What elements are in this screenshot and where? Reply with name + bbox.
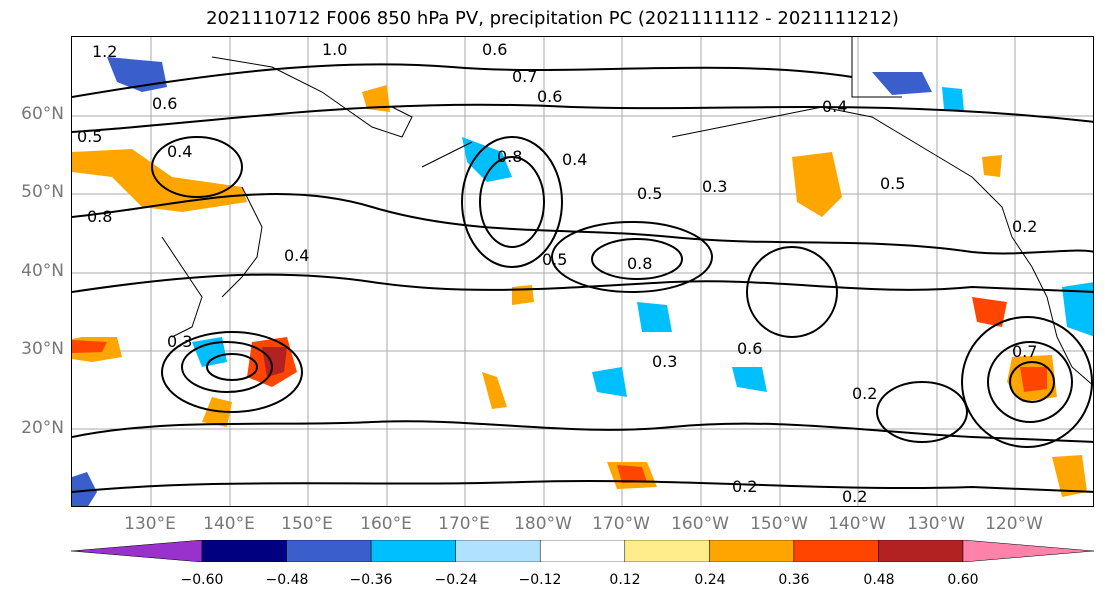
lon-label-140w: 140°W [828,514,886,534]
colorbar-tick: −0.48 [265,572,309,588]
colorbar-segment [370,540,456,562]
contour-label-06d: 0.6 [737,339,762,358]
contour-label-02b: 0.2 [732,477,757,496]
lon-label-160e: 160°E [360,514,412,534]
contour-label-05c: 0.5 [637,184,662,203]
lon-label-180w: 180°W [514,514,572,534]
colorbar-segment [455,540,541,562]
contour-labels: 1.2 1.0 0.6 0.6 0.6 0.8 0.8 0.8 0.7 0.7 … [77,40,1037,506]
colorbar-tick: 0.48 [863,572,895,588]
map-title: 2021110712 F006 850 hPa PV, precipitatio… [206,8,899,29]
contour-label-04b: 0.4 [167,142,192,161]
contour-label-08a: 0.8 [497,147,522,166]
map-svg: 1.2 1.0 0.6 0.6 0.6 0.8 0.8 0.8 0.7 0.7 … [72,37,1093,506]
pv-contours [72,63,1093,493]
colorbar-segment [201,540,287,562]
colorbar-segment [709,540,795,562]
colorbar-tick: −0.60 [180,572,224,588]
contour-label-12: 1.2 [92,42,117,61]
contour-label-04c: 0.4 [562,150,587,169]
lat-label-20n: 20°N [21,418,64,438]
colorbar-tick: −0.36 [349,572,393,588]
contour-label-03b: 0.3 [652,352,677,371]
contour-label-08b: 0.8 [627,254,652,273]
colorbar-tick: 0.36 [778,572,810,588]
colorbar-extend-high [962,540,1094,562]
lat-label-30n: 30°N [21,339,64,359]
colorbar-segment [793,540,879,562]
lon-label-170w: 170°W [592,514,650,534]
coastlines [161,37,1093,386]
colorbar-segment [286,540,372,562]
colorbar-extend-low [71,540,203,562]
lon-label-160w: 160°W [671,514,729,534]
colorbar-tick: −0.24 [434,572,478,588]
contour-label-08c: 0.8 [87,207,112,226]
colorbar-tick: 0.60 [947,572,979,588]
colorbar-tick: −0.12 [518,572,562,588]
contour-label-05a: 0.5 [77,127,102,146]
contour-label-06a: 0.6 [482,40,507,59]
lat-label-50n: 50°N [21,182,64,202]
colorbar-segment [878,540,964,562]
contour-label-07a: 0.7 [512,67,537,86]
colorbar-segment [624,540,710,562]
lon-label-130w: 130°W [907,514,965,534]
contour-label-03a: 0.3 [167,332,192,351]
contour-label-05b: 0.5 [542,250,567,269]
contour-label-06c: 0.6 [537,87,562,106]
contour-label-04d: 0.4 [822,97,847,116]
contour-label-05d: 0.5 [880,174,905,193]
colorbar-tick: 0.12 [609,572,641,588]
lon-label-120w: 120°W [985,514,1043,534]
contour-label-03c: 0.3 [702,177,727,196]
lon-label-150w: 150°W [750,514,808,534]
colorbar [71,540,1094,562]
contour-label-07b: 0.7 [1012,342,1037,361]
lon-label-130e: 130°E [124,514,176,534]
lon-label-170e: 170°E [438,514,490,534]
contour-label-02a: 0.2 [852,384,877,403]
contour-label-02d: 0.2 [1012,217,1037,236]
contour-label-10: 1.0 [322,40,347,59]
contour-label-06b: 0.6 [152,94,177,113]
lon-label-150e: 150°E [281,514,333,534]
contour-label-04a: 0.4 [284,246,309,265]
colorbar-tick: 0.24 [694,572,726,588]
lon-label-140e: 140°E [203,514,255,534]
colorbar-segment [539,540,626,562]
lat-label-40n: 40°N [21,261,64,281]
lat-label-60n: 60°N [21,104,64,124]
map-panel: 1.2 1.0 0.6 0.6 0.6 0.8 0.8 0.8 0.7 0.7 … [71,36,1094,507]
contour-label-02c: 0.2 [842,487,867,506]
